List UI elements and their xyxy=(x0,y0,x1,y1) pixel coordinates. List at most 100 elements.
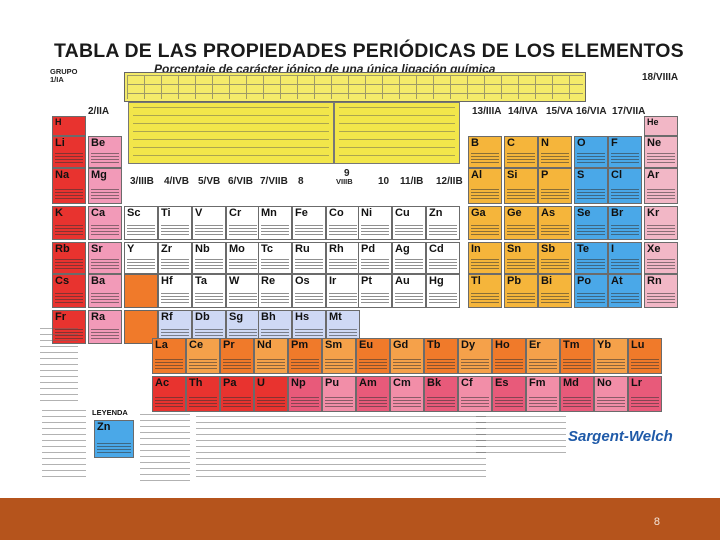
element-symbol: Ru xyxy=(295,243,310,255)
element-cell-ho: Ho xyxy=(492,338,526,374)
element-symbol: Cl xyxy=(611,169,622,181)
element-cell-sb: Sb xyxy=(538,242,572,274)
element-cell-ta: Ta xyxy=(192,274,226,308)
element-cell-tm: Tm xyxy=(560,338,594,374)
element-symbol: Zn xyxy=(429,207,443,219)
element-cell-eu: Eu xyxy=(356,338,390,374)
element-cell-ca: Ca xyxy=(88,206,122,240)
element-symbol: Sm xyxy=(325,339,343,351)
element-symbol: Ho xyxy=(495,339,510,351)
element-symbol: Am xyxy=(359,377,377,389)
legend-sample-symbol: Zn xyxy=(97,421,111,433)
group-2-label: 2/IIA xyxy=(88,106,110,117)
element-symbol: Nb xyxy=(195,243,210,255)
element-cell-cm: Cm xyxy=(390,376,424,412)
element-symbol: P xyxy=(541,169,549,181)
element-symbol: U xyxy=(257,377,265,389)
element-symbol: Ra xyxy=(91,311,106,323)
element-cell-ba: Ba xyxy=(88,274,122,308)
group-3-label: 3/IIIB xyxy=(130,176,154,187)
element-symbol: Lu xyxy=(631,339,645,351)
element-symbol: Th xyxy=(189,377,203,389)
element-cell-cd: Cd xyxy=(426,242,460,274)
element-cell-mo: Mo xyxy=(226,242,260,274)
element-cell-y: Y xyxy=(124,242,158,274)
legend-left-notes xyxy=(42,410,86,480)
group-11-label: 11/IB xyxy=(400,176,424,187)
page-number: 8 xyxy=(653,516,660,528)
element-symbol: Sn xyxy=(507,243,522,255)
element-symbol: Yb xyxy=(597,339,612,351)
element-cell-ir: Ir xyxy=(326,274,360,308)
group-8-label: 8 xyxy=(298,176,304,187)
element-cell-si: Si xyxy=(504,168,538,204)
element-cell-pt: Pt xyxy=(358,274,392,308)
element-cell-pa: Pa xyxy=(220,376,254,412)
element-cell-ge: Ge xyxy=(504,206,538,240)
element-cell-fe: Fe xyxy=(292,206,326,240)
element-symbol: Ba xyxy=(91,275,106,287)
element-symbol: Xe xyxy=(647,243,661,255)
element-symbol: Tm xyxy=(563,339,580,351)
element-cell-ti: Ti xyxy=(158,206,192,240)
element-cell-ce: Ce xyxy=(186,338,220,374)
element-symbol: Ir xyxy=(329,275,337,287)
element-cell-re: Re xyxy=(258,274,292,308)
group-16-label: 16/VIA xyxy=(576,106,607,117)
element-cell-tc: Tc xyxy=(258,242,292,274)
element-cell-lr: Lr xyxy=(628,376,662,412)
element-symbol: Au xyxy=(395,275,410,287)
element-symbol: As xyxy=(541,207,556,219)
element-symbol: Mn xyxy=(261,207,277,219)
element-symbol: Cd xyxy=(429,243,444,255)
element-cell-th: Th xyxy=(186,376,220,412)
element-cell-u: U xyxy=(254,376,288,412)
element-symbol: Ta xyxy=(195,275,208,287)
element-cell-la: La xyxy=(152,338,186,374)
element-cell-bk: Bk xyxy=(424,376,458,412)
element-symbol: Cm xyxy=(393,377,411,389)
element-cell-in: In xyxy=(468,242,502,274)
element-cell-ne: Ne xyxy=(644,136,678,168)
element-cell-yb: Yb xyxy=(594,338,628,374)
element-symbol: Co xyxy=(329,207,344,219)
element-cell-pr: Pr xyxy=(220,338,254,374)
element-symbol: Ni xyxy=(361,207,372,219)
element-symbol: Db xyxy=(195,311,210,323)
element-cell-v: V xyxy=(192,206,226,240)
element-cell-ar: Ar xyxy=(644,168,678,204)
element-symbol: Li xyxy=(55,137,65,149)
element-symbol: Na xyxy=(55,169,70,181)
element-symbol: Mo xyxy=(229,243,245,255)
element-cell-ag: Ag xyxy=(392,242,426,274)
element-symbol: Cs xyxy=(55,275,70,287)
element-cell-cs: Cs xyxy=(52,274,86,308)
element-cell-s: S xyxy=(574,168,608,204)
element-cell-po: Po xyxy=(574,274,608,308)
element-cell-rb: Rb xyxy=(52,242,86,274)
group-14-label: 14/IVA xyxy=(508,106,538,117)
element-symbol: Rf xyxy=(161,311,173,323)
element-symbol: Md xyxy=(563,377,579,389)
explanation-text xyxy=(476,416,566,458)
element-symbol: Pm xyxy=(291,339,309,351)
element-symbol: I xyxy=(611,243,615,255)
element-cell-ru: Ru xyxy=(292,242,326,274)
element-symbol: Ag xyxy=(395,243,410,255)
element-cell-ra: Ra xyxy=(88,310,122,344)
element-symbol: Hs xyxy=(295,311,310,323)
group-6-label: 6/VIB xyxy=(228,176,254,187)
element-cell-co: Co xyxy=(326,206,360,240)
element-cell-p: P xyxy=(538,168,572,204)
element-cell-cl: Cl xyxy=(608,168,642,204)
notes-text xyxy=(196,416,486,482)
element-symbol: B xyxy=(471,137,479,149)
element-cell-fm: Fm xyxy=(526,376,560,412)
element-cell-sc: Sc xyxy=(124,206,158,240)
element-cell-es: Es xyxy=(492,376,526,412)
element-symbol: Rb xyxy=(55,243,70,255)
element-symbol: K xyxy=(55,207,63,219)
group-17-label: 17/VIIA xyxy=(612,106,646,117)
group-12-label: 12/IIB xyxy=(436,176,463,187)
